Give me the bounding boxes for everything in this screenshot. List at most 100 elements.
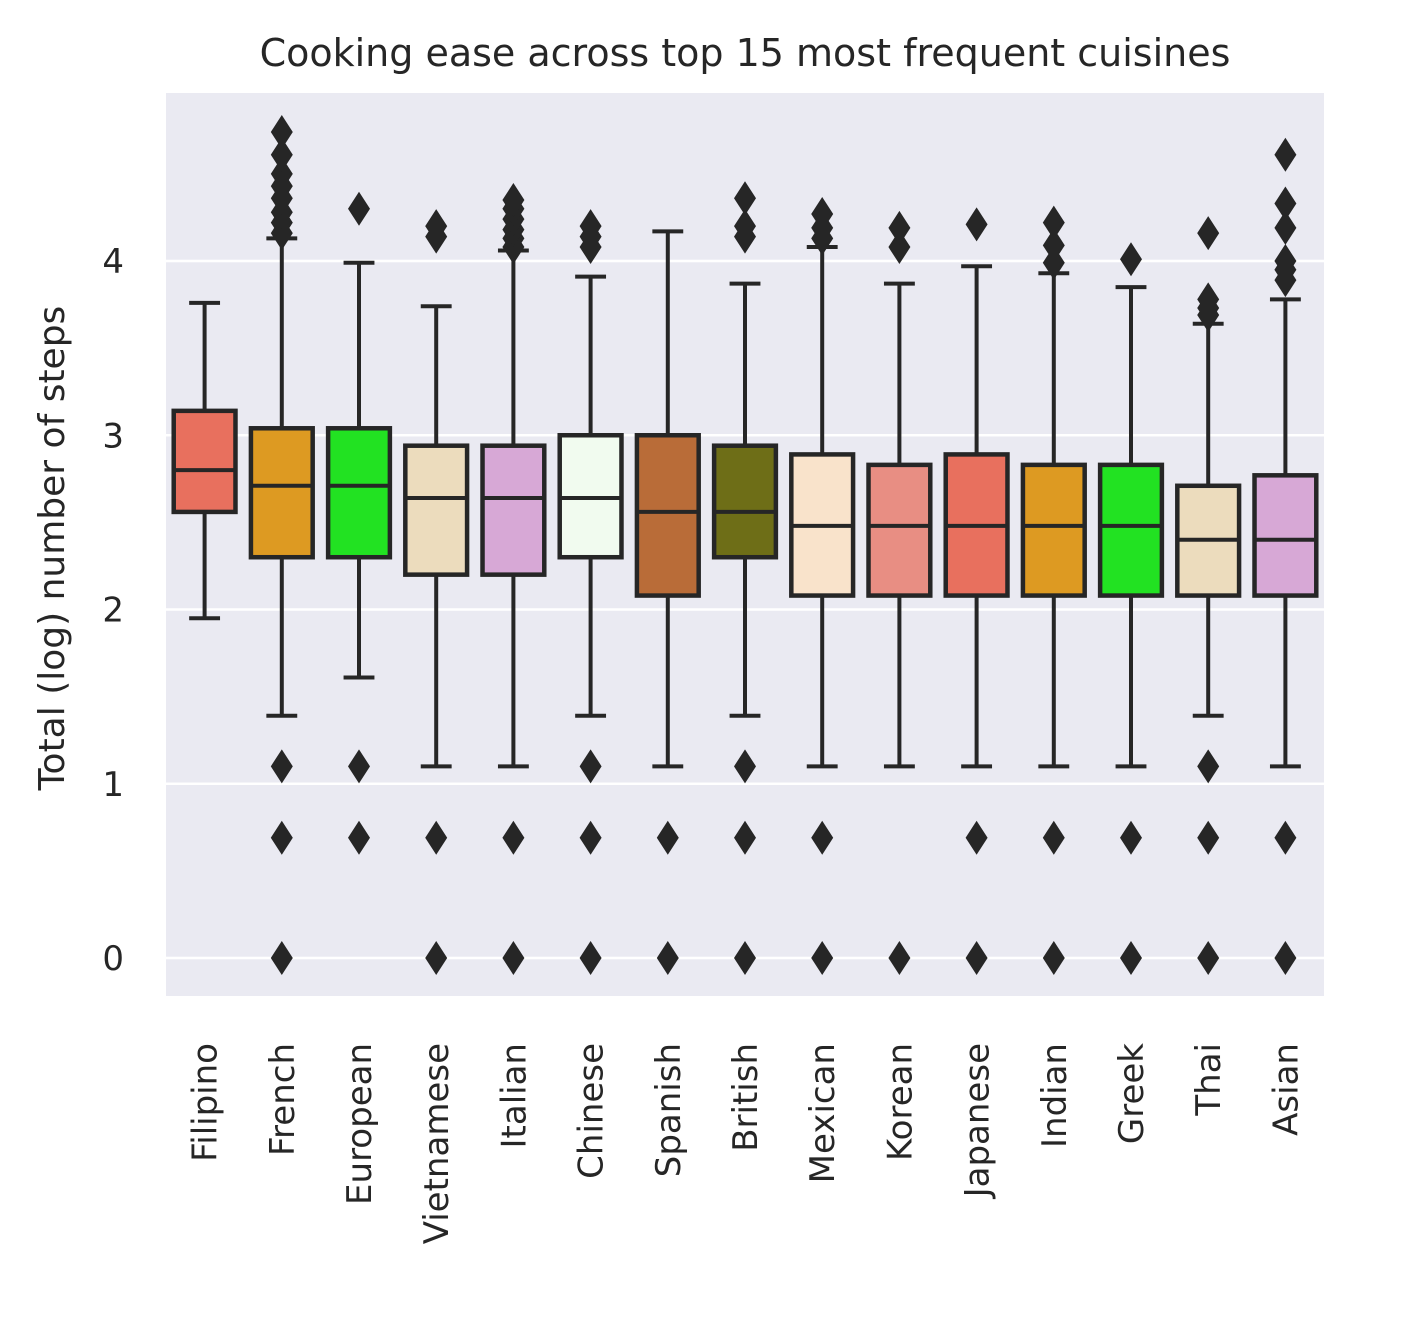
box-vietnamese	[403, 209, 470, 975]
outlier-point	[734, 820, 756, 855]
outlier-point	[502, 941, 525, 975]
box-body	[248, 426, 315, 560]
outlier-point	[1120, 242, 1142, 277]
box-british	[711, 181, 779, 975]
outlier-point	[1274, 244, 1297, 278]
box-series	[171, 115, 1319, 975]
x-tick-label: Spanish	[649, 1043, 689, 1177]
outlier-point	[270, 749, 293, 784]
x-tick-label: Mexican	[803, 1043, 843, 1183]
outlier-point	[811, 941, 834, 975]
box-body	[1097, 462, 1165, 598]
outlier-point	[270, 941, 293, 975]
box-european	[325, 191, 393, 855]
x-tick-label: Thai	[1189, 1043, 1229, 1117]
box-japanese	[943, 207, 1010, 975]
outlier-point	[502, 820, 525, 855]
outlier-point	[579, 820, 602, 855]
box-korean	[866, 210, 933, 975]
outlier-point	[965, 820, 988, 855]
outlier-point	[965, 941, 988, 975]
x-tick-label: European	[340, 1043, 380, 1205]
outlier-point	[965, 207, 988, 242]
x-tick-label: French	[263, 1043, 303, 1156]
outlier-point	[1274, 820, 1297, 855]
box-body	[171, 408, 238, 515]
outlier-point	[1197, 282, 1220, 317]
outlier-point	[888, 210, 911, 245]
y-axis-label: Total (log) number of steps	[32, 306, 73, 792]
outlier-point	[348, 749, 370, 784]
x-tick-label: Chinese	[572, 1043, 612, 1179]
outlier-point	[734, 181, 756, 216]
y-tick-labels: 0 1 2 3 4	[102, 242, 124, 979]
x-tick-label: Vietnamese	[417, 1043, 457, 1244]
outlier-point	[811, 196, 834, 231]
outlier-point	[579, 749, 602, 784]
x-tick-label: Indian	[1035, 1043, 1075, 1148]
box-indian	[1020, 205, 1087, 975]
outlier-point	[270, 820, 293, 855]
y-tick-label: 2	[102, 591, 124, 631]
y-tick-label: 3	[102, 416, 124, 456]
y-tick-label: 0	[102, 939, 124, 979]
outlier-point	[1042, 820, 1065, 855]
outlier-point	[734, 749, 756, 784]
box-spanish	[634, 229, 701, 975]
outlier-point	[888, 230, 911, 265]
outlier-point	[1197, 820, 1220, 855]
outlier-point	[1042, 245, 1065, 280]
box-chinese	[557, 209, 624, 975]
outlier-point	[1042, 228, 1065, 263]
box-body	[866, 462, 933, 598]
box-mexican	[789, 196, 856, 975]
chart-title: Cooking ease across top 15 most frequent…	[260, 31, 1231, 75]
box-body	[1252, 473, 1319, 598]
box-thai	[1175, 216, 1242, 975]
box-filipino	[171, 300, 238, 621]
x-tick-label: Asian	[1266, 1043, 1306, 1136]
box-body	[403, 443, 470, 577]
outlier-point	[734, 941, 756, 975]
y-tick-label: 4	[102, 242, 124, 282]
outlier-point	[1274, 186, 1297, 221]
box-italian	[480, 183, 547, 975]
outlier-point	[425, 820, 448, 855]
outlier-point	[579, 209, 602, 244]
y-tick-label: 1	[102, 765, 124, 805]
outlier-point	[348, 191, 370, 226]
outlier-point	[1197, 216, 1220, 251]
outlier-point	[348, 820, 370, 855]
outlier-point	[1197, 749, 1220, 784]
x-tick-label: Greek	[1112, 1043, 1152, 1144]
outlier-point	[425, 209, 448, 244]
box-body	[1020, 462, 1087, 598]
outlier-point	[270, 137, 293, 172]
x-tick-label: British	[726, 1043, 766, 1152]
box-body	[480, 443, 547, 577]
outlier-point	[270, 115, 293, 150]
outlier-point	[888, 941, 911, 975]
outlier-point	[502, 183, 525, 218]
outlier-point	[1274, 210, 1297, 245]
outlier-point	[1042, 205, 1065, 240]
box-body	[711, 443, 779, 560]
outlier-point	[1274, 137, 1297, 172]
box-asian	[1252, 137, 1319, 975]
outlier-point	[1042, 941, 1065, 975]
outlier-point	[270, 156, 293, 191]
x-tick-label: Filipino	[186, 1043, 226, 1162]
outlier-point	[1120, 941, 1142, 975]
box-french	[248, 115, 315, 975]
outlier-point	[734, 209, 756, 244]
outlier-point	[656, 941, 679, 975]
x-tick-label: Italian	[494, 1043, 534, 1148]
outlier-point	[1120, 820, 1142, 855]
outlier-point	[1274, 941, 1297, 975]
outlier-point	[425, 941, 448, 975]
box-body	[634, 433, 701, 598]
box-body	[325, 426, 393, 560]
outlier-point	[811, 820, 834, 855]
outlier-point	[656, 820, 679, 855]
